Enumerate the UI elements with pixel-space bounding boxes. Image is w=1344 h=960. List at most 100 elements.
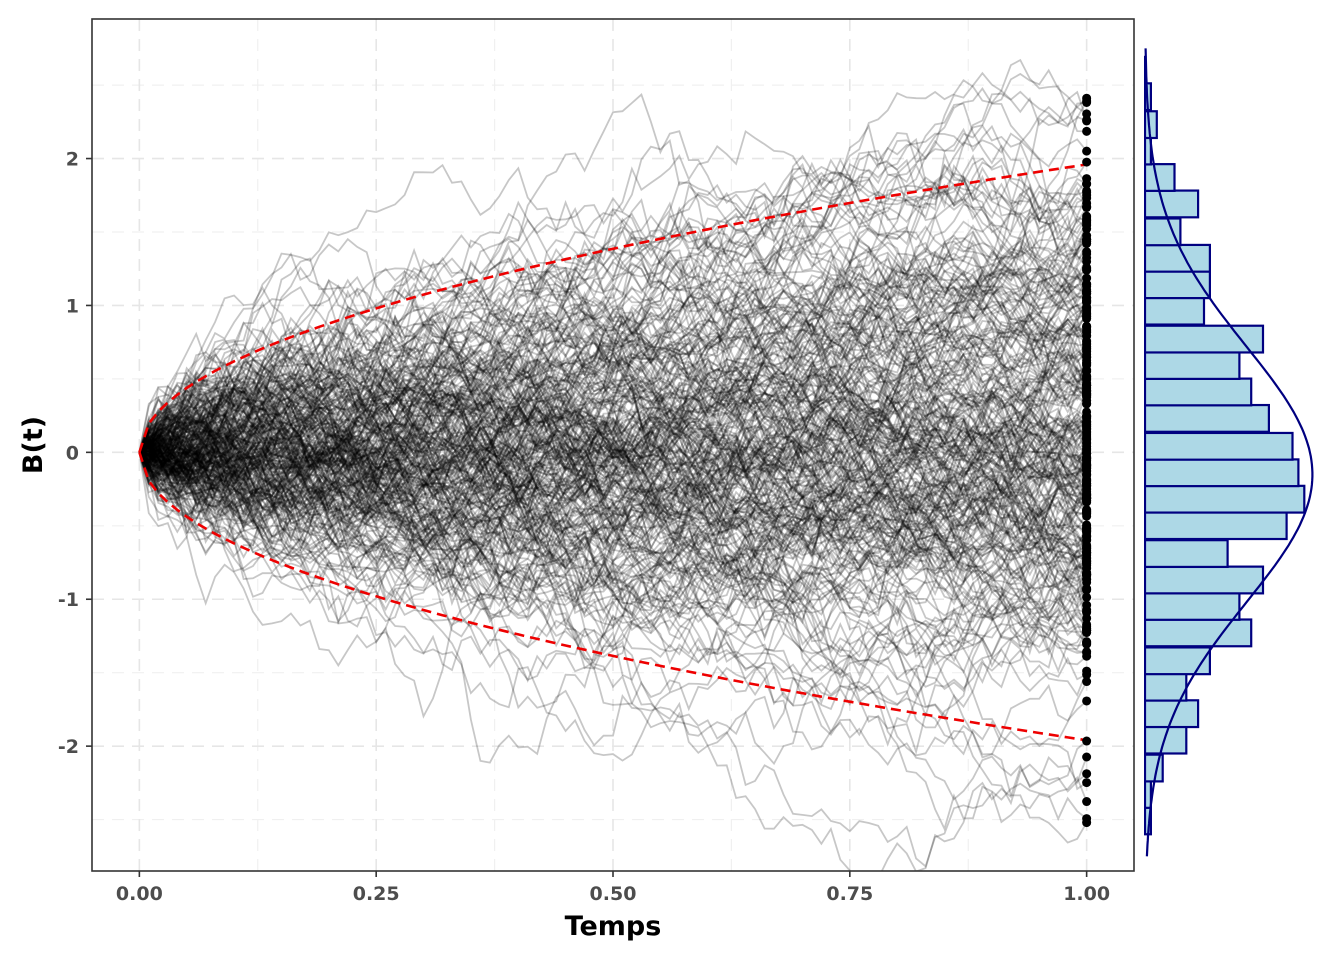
brownian-path (138, 351, 1088, 496)
brownian-path (139, 396, 1088, 601)
brownian-path (138, 307, 1088, 604)
end-point (1082, 273, 1092, 283)
brownian-path (138, 290, 1087, 514)
brownian-path (138, 414, 1088, 756)
brownian-path (139, 237, 1088, 455)
brownian-path (138, 408, 1088, 539)
brownian-path (138, 395, 1088, 643)
brownian-path (138, 102, 1087, 453)
brownian-path (138, 124, 1088, 453)
y-tick-label-3: 1 (66, 295, 79, 317)
brownian-path (138, 267, 1088, 523)
brownian-path (138, 427, 1088, 671)
brownian-path (138, 369, 1087, 592)
brownian-path (138, 452, 1088, 628)
brownian-path (138, 304, 1088, 456)
histogram-bin-14 (1144, 431, 1294, 461)
end-point (1082, 190, 1092, 200)
brownian-path (138, 376, 1088, 806)
brownian-path (138, 379, 1088, 620)
brownian-path (138, 281, 1088, 496)
brownian-path (139, 238, 1087, 474)
brownian-path (138, 357, 1088, 503)
brownian-path (138, 387, 1087, 535)
end-point (1082, 224, 1092, 234)
end-point (1082, 651, 1092, 661)
brownian-path (138, 409, 1088, 868)
brownian-path (138, 338, 1087, 498)
brownian-path (138, 342, 1088, 486)
brownian-path (138, 423, 1087, 614)
brownian-path (138, 269, 1088, 479)
brownian-path (138, 406, 1088, 618)
end-point (1082, 448, 1092, 458)
brownian-path (138, 358, 1088, 538)
brownian-path (138, 157, 1088, 453)
brownian-path (139, 362, 1087, 555)
x-axis-title: Temps (565, 911, 662, 942)
brownian-path (138, 429, 1087, 614)
brownian-path (138, 346, 1087, 515)
brownian-path (138, 387, 1087, 634)
brownian-path (138, 402, 1088, 559)
brownian-path (138, 412, 1088, 605)
brownian-path (138, 157, 1088, 453)
brownian-path (139, 386, 1088, 529)
brownian-path (138, 365, 1088, 499)
brownian-path (138, 354, 1088, 553)
brownian-path (138, 273, 1087, 474)
brownian-path (138, 405, 1087, 603)
brownian-path (138, 362, 1088, 520)
y-tick-label-0: -2 (58, 736, 79, 758)
brownian-path (138, 393, 1088, 554)
brownian-path (138, 217, 1088, 464)
brownian-path (138, 360, 1087, 597)
end-point (1082, 540, 1092, 550)
brownian-path (138, 401, 1088, 605)
brownian-path (138, 390, 1088, 637)
brownian-path (138, 309, 1088, 572)
brownian-path (138, 289, 1087, 552)
brownian-path (138, 352, 1088, 491)
brownian-path (138, 151, 1088, 514)
brownian-path (138, 442, 1088, 629)
brownian-path (138, 451, 1087, 762)
brownian-path (138, 248, 1088, 493)
brownian-path (138, 368, 1088, 631)
x-axis-ticks: 0.00 0.25 0.50 0.75 1.00 (116, 871, 1110, 905)
brownian-path (138, 411, 1088, 614)
end-point (1082, 399, 1092, 409)
histogram-bin-21 (1144, 243, 1212, 273)
brownian-path (139, 414, 1088, 580)
brownian-path (138, 435, 1088, 580)
brownian-path (138, 297, 1088, 477)
brownian-path (138, 405, 1088, 656)
brownian-path (139, 391, 1088, 871)
brownian-path (139, 251, 1087, 475)
end-point (1082, 323, 1092, 333)
end-point (1082, 778, 1092, 788)
brownian-path (138, 395, 1088, 548)
brownian-path (139, 378, 1088, 643)
brownian-path (138, 402, 1088, 583)
brownian-path (139, 372, 1088, 553)
brownian-path (138, 441, 1088, 611)
histogram-bin-20 (1144, 270, 1212, 300)
end-point (1082, 201, 1092, 211)
brownian-path (139, 324, 1088, 528)
brownian-path (138, 284, 1088, 645)
end-point (1082, 213, 1092, 223)
brownian-path (139, 355, 1088, 521)
brownian-path (139, 256, 1088, 478)
histogram-bin-17 (1144, 351, 1241, 380)
brownian-path (138, 207, 1088, 454)
brownian-path (138, 137, 1088, 488)
histogram-bin-9 (1144, 565, 1265, 595)
histogram-bin-22 (1144, 217, 1182, 247)
brownian-path (138, 286, 1088, 521)
brownian-path (138, 286, 1087, 515)
brownian-path (138, 388, 1088, 653)
upper-envelope (138, 163, 1087, 453)
end-point (1082, 670, 1092, 680)
